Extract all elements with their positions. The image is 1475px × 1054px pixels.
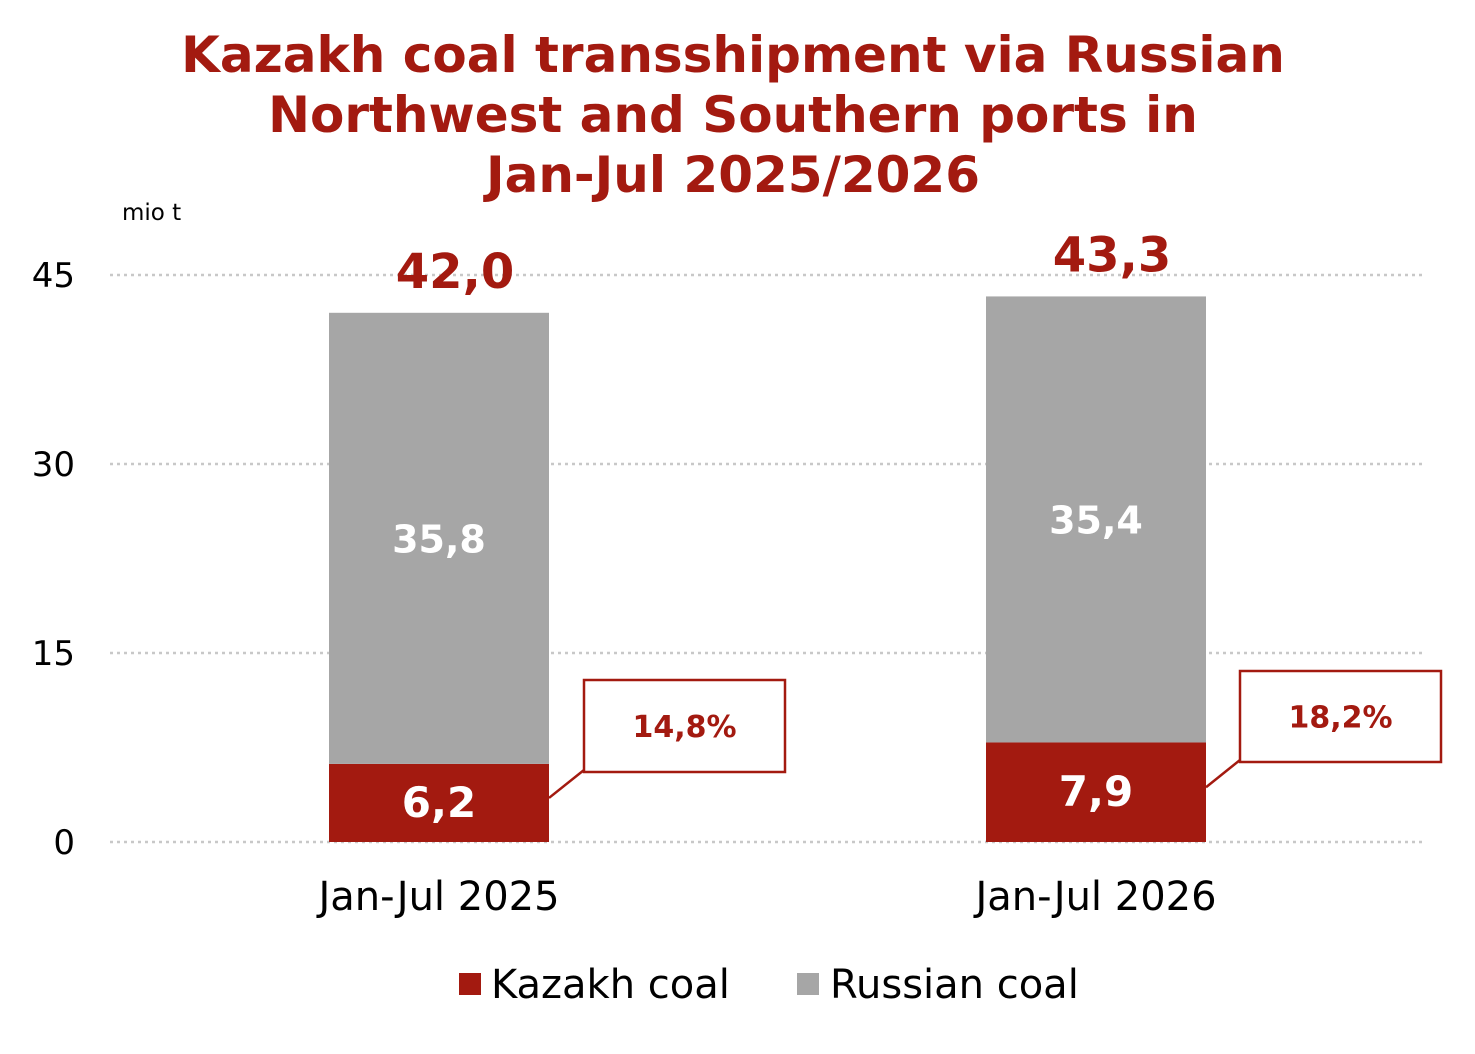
data-label-russian-coal: 35,4: [1049, 498, 1143, 542]
share-callout-box: [582, 678, 787, 774]
chart-title: Kazakh coal transshipment via Russian No…: [181, 26, 1285, 204]
data-label-kazakh-coal: 7,9: [1059, 767, 1133, 816]
total-label: 43,3: [1053, 227, 1171, 283]
share-callout-label: 18,2%: [1288, 701, 1392, 736]
share-callout-box: [1238, 669, 1443, 764]
x-category-label: Jan-Jul 2025: [315, 874, 559, 920]
legend-swatch-russian-coal: [797, 973, 819, 995]
share-callout-label: 14,8%: [632, 710, 736, 745]
x-axis-categories: Jan-Jul 2025 Jan-Jul 2026: [315, 874, 1216, 920]
y-tick-label: 45: [32, 256, 75, 296]
legend-label-russian-coal: Russian coal: [830, 962, 1079, 1008]
bar-russian-coal: [329, 312, 549, 764]
data-label-russian-coal: 35,8: [392, 517, 486, 561]
callout-leader-line: [548, 769, 585, 799]
legend: Kazakh coal Russian coal: [459, 962, 1079, 1008]
y-tick-label: 30: [32, 445, 75, 485]
callout-leader-line: [1205, 759, 1241, 789]
y-tick-label: 0: [53, 823, 75, 863]
data-labels: 6,2 35,8 42,0 7,9 35,4 43,3: [392, 227, 1171, 827]
legend-swatch-kazakh-coal: [459, 973, 481, 995]
total-label: 42,0: [396, 244, 514, 300]
data-label-kazakh-coal: 6,2: [402, 778, 476, 827]
y-tick-label: 15: [32, 634, 75, 674]
bar-kazakh-coal: [986, 742, 1206, 842]
bars: [329, 296, 1206, 842]
share-callouts: 14,8% 18,2%: [548, 669, 1443, 799]
bar-kazakh-coal: [329, 763, 549, 842]
legend-label-kazakh-coal: Kazakh coal: [491, 962, 730, 1008]
chart-title-line-1: Kazakh coal transshipment via Russian: [181, 26, 1285, 84]
chart-title-line-3: Jan-Jul 2025/2026: [483, 146, 980, 204]
bar-russian-coal: [986, 296, 1206, 743]
x-category-label: Jan-Jul 2026: [972, 874, 1216, 920]
y-axis-ticks: 0 15 30 45: [32, 256, 75, 863]
y-axis-unit-label: mio t: [122, 200, 181, 226]
chart-title-line-2: Northwest and Southern ports in: [268, 86, 1198, 144]
